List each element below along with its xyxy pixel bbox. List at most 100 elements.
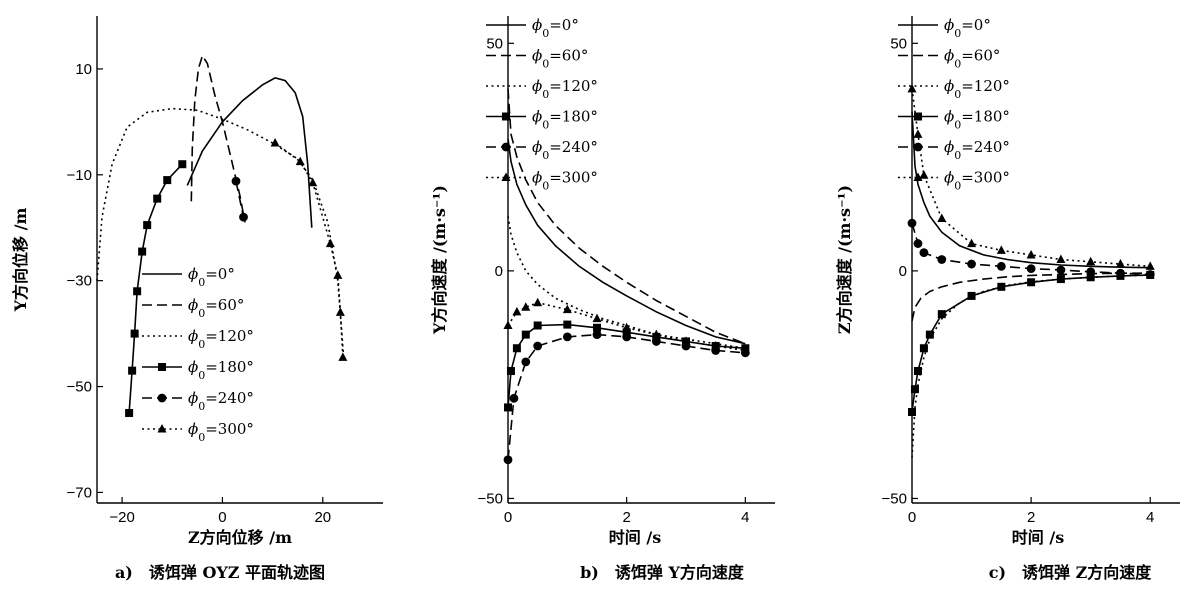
data-point [503, 320, 513, 329]
series-2 [507, 88, 746, 345]
series-1 [186, 77, 313, 228]
data-point [919, 344, 928, 353]
legend-marker [502, 112, 510, 121]
data-point [592, 330, 602, 339]
data-point [130, 329, 139, 338]
data-point [1056, 254, 1066, 263]
series-line [911, 111, 1151, 269]
data-point [910, 385, 919, 394]
data-point [711, 340, 721, 350]
y-tick-label: −70 [67, 484, 92, 501]
x-tick-label: 0 [504, 509, 512, 526]
data-point [913, 129, 923, 138]
data-point [521, 302, 531, 311]
legend-label: ϕ0=0° [532, 16, 579, 40]
legend-label: ϕ0=120° [944, 77, 1010, 101]
data-point [138, 247, 147, 256]
data-point [533, 341, 543, 351]
data-point [593, 323, 601, 332]
data-point [651, 337, 661, 346]
x-tick-label: −20 [109, 509, 134, 526]
legend-marker [914, 112, 922, 121]
legend-label: ϕ0=240° [188, 389, 254, 413]
x-axis-label: 时间 /s [609, 528, 661, 547]
legend-marker [913, 172, 923, 181]
series-5 [503, 330, 750, 465]
data-point [681, 336, 691, 345]
data-point [651, 329, 661, 339]
panel-caption: c) 诱饵弹 Z方向速度 [989, 563, 1153, 582]
data-point [1145, 270, 1155, 279]
data-point [1026, 264, 1036, 274]
series-2 [190, 53, 246, 223]
data-point [506, 367, 515, 376]
data-point [509, 393, 519, 403]
legend-label: ϕ0=300° [188, 420, 254, 444]
data-point [592, 313, 602, 323]
y-tick-label: 10 [75, 61, 92, 78]
x-tick-label: 2 [1027, 509, 1035, 526]
legend-marker [158, 363, 166, 371]
data-point [1116, 268, 1125, 278]
series-3 [911, 274, 1151, 458]
series-6 [270, 138, 348, 361]
data-point [1056, 265, 1066, 275]
series-line [911, 274, 1151, 458]
data-point [521, 357, 531, 367]
x-tick-label: 4 [1146, 509, 1154, 526]
data-point [125, 409, 134, 418]
y-axis-label: Z方向速度 /(m·s⁻¹) [835, 185, 854, 334]
data-point [937, 213, 947, 223]
legend-label: ϕ0=0° [944, 16, 991, 40]
data-point [996, 261, 1006, 271]
data-point [1056, 275, 1065, 284]
series-line [507, 333, 746, 460]
series-3 [96, 107, 345, 361]
legend-label: ϕ0=120° [188, 327, 254, 351]
legend-marker [501, 172, 511, 181]
legend: ϕ0=0° ϕ0=60° ϕ0=120° ϕ0=180° ϕ0=240° ϕ0=300° [142, 265, 254, 444]
data-point [521, 330, 530, 339]
legend-marker [157, 424, 167, 433]
y-tick-label: −10 [67, 167, 92, 184]
legend-label: ϕ0=0° [188, 265, 235, 289]
y-tick-label: −50 [478, 490, 503, 507]
data-point [533, 297, 543, 307]
data-point [503, 455, 513, 465]
y-axis-label: Y方向位移 /m [11, 208, 30, 313]
data-point [231, 176, 241, 186]
legend-label: ϕ0=60° [188, 296, 244, 320]
series-4 [908, 270, 1155, 416]
data-point [967, 291, 976, 300]
data-point [153, 194, 162, 203]
y-tick-label: 0 [899, 263, 907, 280]
y-tick-label: −50 [882, 490, 907, 507]
data-point [512, 344, 521, 353]
data-point [333, 270, 343, 279]
data-point [239, 212, 248, 222]
data-point [295, 156, 305, 166]
legend-marker [913, 142, 923, 152]
series-6 [503, 297, 750, 355]
data-point [1115, 259, 1125, 268]
data-point [1086, 273, 1095, 282]
legend-label: ϕ0=300° [532, 169, 598, 193]
data-point [512, 306, 522, 316]
x-tick-label: 2 [622, 509, 630, 526]
legend-label: ϕ0=180° [944, 108, 1010, 132]
data-point [622, 322, 632, 332]
legend-label: ϕ0=240° [944, 138, 1010, 162]
data-point [622, 332, 632, 342]
legend: ϕ0=0° ϕ0=60° ϕ0=120° ϕ0=180° ϕ0=240° ϕ0=300° [486, 16, 598, 192]
data-point [1027, 278, 1036, 287]
x-axis-label: Z方向位移 /m [188, 528, 292, 547]
series-5 [231, 176, 248, 222]
data-point [622, 328, 631, 337]
data-point [504, 403, 512, 412]
data-point [907, 83, 917, 93]
data-point [925, 330, 934, 339]
data-point [919, 248, 929, 258]
y-axis-label: Y方向速度 /(m·s⁻¹) [430, 185, 449, 335]
